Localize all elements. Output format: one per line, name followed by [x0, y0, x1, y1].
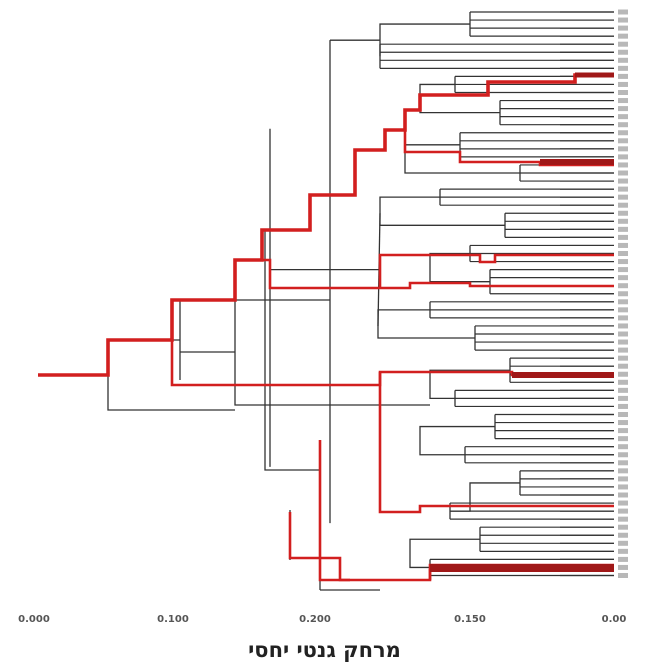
leaf-label-mark: [618, 573, 628, 578]
leaf-label-mark: [618, 41, 628, 47]
leaf-label-mark: [618, 259, 628, 265]
leaf-label-mark: [618, 420, 628, 426]
backbone-branch: [450, 482, 520, 512]
leaf-label-mark: [618, 452, 628, 458]
leaf-label-mark: [618, 460, 628, 466]
highlighted-branch: [318, 440, 350, 582]
axis-tick-label: 0.100: [157, 614, 189, 625]
leaf-label-mark: [618, 73, 628, 79]
leaf-label-mark: [618, 178, 628, 184]
leaf-label-mark: [618, 81, 628, 87]
leaf-label-mark: [618, 138, 628, 144]
leaf-label-mark: [618, 395, 628, 401]
leaf-label-mark: [618, 210, 628, 216]
leaf-label-mark: [618, 202, 628, 208]
leaf-label-mark: [618, 9, 628, 15]
leaf-label-mark: [618, 307, 628, 313]
leaf-label-mark: [618, 363, 628, 369]
backbone-branch: [234, 299, 430, 406]
leaf-label-mark: [618, 291, 628, 297]
leaf-label-mark: [618, 226, 628, 232]
leaf-label-mark: [618, 428, 628, 434]
leaf-labels: [618, 9, 628, 578]
backbone-branch: [409, 538, 480, 569]
leaf-label-mark: [618, 25, 628, 31]
leaf-label-mark: [618, 500, 628, 506]
backbone-branch: [377, 309, 475, 339]
leaf-label-mark: [618, 98, 628, 104]
leaf-label-mark: [618, 49, 628, 55]
leaf-label-mark: [618, 170, 628, 176]
leaf-label-mark: [618, 371, 628, 377]
leaf-label-mark: [618, 283, 628, 289]
leaf-label-mark: [618, 548, 628, 554]
leaf-label-mark: [618, 484, 628, 490]
leaf-label-mark: [618, 106, 628, 112]
leaf-label-mark: [618, 275, 628, 281]
highlighted-branch: [378, 372, 614, 514]
backbone-branch: [419, 425, 495, 456]
leaf-label-mark: [618, 186, 628, 192]
leaf-label-mark: [618, 162, 628, 168]
leaf-label-mark: [618, 339, 628, 345]
leaf-label-mark: [618, 516, 628, 522]
dendrogram-tree: 0.000 0.100 0.200 0.150 0.00: [18, 9, 628, 625]
backbone-branch: [379, 196, 505, 226]
leaf-label-mark: [618, 492, 628, 498]
highlighted-branch: [38, 73, 614, 377]
leaf-label-mark: [618, 564, 628, 570]
leaf-label-mark: [618, 387, 628, 393]
leaf-label-mark: [618, 218, 628, 224]
leaf-label-mark: [618, 267, 628, 273]
leaf-label-mark: [618, 194, 628, 200]
leaf-label-mark: [618, 90, 628, 95]
leaf-label-mark: [618, 323, 628, 329]
axis-tick-label: 0.00: [602, 614, 627, 625]
leaf-label-mark: [618, 444, 628, 450]
highlighted-branch: [378, 253, 614, 288]
leaf-label-mark: [618, 508, 628, 514]
leaf-label-mark: [618, 315, 628, 321]
backbone-branch: [429, 369, 510, 400]
tree-branches: [107, 11, 614, 591]
leaf-label-mark: [618, 331, 628, 337]
leaf-label-mark: [618, 355, 628, 361]
leaf-label-mark: [618, 412, 628, 417]
highlighted-branch: [262, 258, 614, 290]
leaf-label-mark: [618, 65, 628, 71]
leaf-label-mark: [618, 436, 628, 442]
leaf-label-mark: [618, 242, 628, 248]
leaf-label-mark: [618, 468, 628, 474]
leaf-label-mark: [618, 476, 628, 482]
distance-axis: 0.000 0.100 0.200 0.150 0.00: [18, 614, 626, 625]
leaf-label-mark: [618, 540, 628, 546]
leaf-label-mark: [618, 299, 628, 305]
backbone-branch: [264, 230, 320, 471]
axis-tick-label: 0.000: [18, 614, 50, 625]
leaf-label-mark: [618, 57, 628, 63]
leaf-label-mark: [618, 33, 628, 39]
backbone-branch: [404, 144, 520, 174]
leaf-label-mark: [618, 524, 628, 530]
leaf-label-mark: [618, 130, 628, 136]
leaf-label-mark: [618, 532, 628, 538]
leaf-label-mark: [618, 403, 628, 409]
leaf-label-mark: [618, 251, 628, 256]
highlighted-lineage-branches: [38, 72, 614, 582]
leaf-label-mark: [618, 146, 628, 152]
leaf-label-mark: [618, 17, 628, 23]
backbone-branch: [429, 252, 490, 283]
backbone-branch: [379, 23, 470, 57]
leaf-label-mark: [618, 122, 628, 128]
leaf-label-mark: [618, 154, 628, 160]
leaf-label-mark: [618, 347, 628, 353]
leaf-label-mark: [618, 556, 628, 562]
leaf-label-mark: [618, 234, 628, 240]
axis-title: מרחק גנטי יחסי: [248, 638, 401, 662]
axis-tick-label: 0.150: [454, 614, 486, 625]
axis-tick-label: 0.200: [299, 614, 331, 625]
leaf-label-mark: [618, 379, 628, 385]
leaf-label-mark: [618, 114, 628, 120]
